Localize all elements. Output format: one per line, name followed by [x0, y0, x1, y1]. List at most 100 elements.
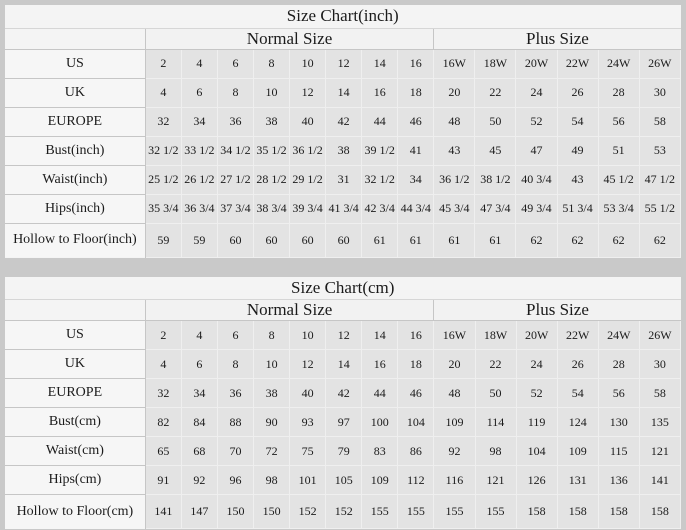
- size-cell: 150: [253, 494, 291, 529]
- size-cell: 98: [474, 436, 517, 466]
- size-cell: 50: [474, 378, 517, 408]
- size-cell: 86: [397, 436, 435, 466]
- size-cell: 24W: [597, 320, 640, 350]
- size-cell: 50: [474, 106, 517, 137]
- size-cell: 51: [597, 135, 640, 166]
- size-cell: 44 3/4: [397, 193, 435, 224]
- size-cell: 52: [515, 106, 558, 137]
- size-cell: 38 1/2: [474, 164, 517, 195]
- size-cell: 40: [289, 378, 327, 408]
- table-title: Size Chart(inch): [5, 5, 681, 29]
- size-cell: 39 3/4: [289, 193, 327, 224]
- size-cell: 147: [180, 494, 218, 529]
- table-row-europe: EUROPE 32 34 36 38 40 42 44 46 48 50 52 54 56 58: [5, 106, 682, 137]
- group-header-normal-size: Normal Size: [145, 28, 434, 50]
- size-cell: 46: [397, 106, 435, 137]
- size-cell: 30: [638, 77, 682, 108]
- size-cell: 26W: [638, 320, 682, 350]
- size-cell: 36 3/4: [180, 193, 218, 224]
- size-cell: 79: [325, 436, 363, 466]
- size-cell: 2: [144, 48, 182, 79]
- size-cell: 62: [556, 222, 599, 258]
- size-cell: 12: [289, 77, 327, 108]
- size-cell: 41 3/4: [325, 193, 363, 224]
- size-cell: 47 1/2: [638, 164, 682, 195]
- size-cell: 109: [361, 465, 399, 495]
- row-label-hips-cm: Hips(cm): [5, 465, 146, 495]
- size-cell: 136: [597, 465, 640, 495]
- size-cell: 109: [556, 436, 599, 466]
- table-row-hollow-to-floor-inch: Hollow to Floor(inch) 59 59 60 60 60 60 61 61 61 6…: [5, 222, 682, 258]
- size-cell: 28 1/2: [252, 164, 291, 195]
- row-label-europe: EUROPE: [5, 106, 146, 136]
- size-cell: 115: [597, 436, 640, 466]
- size-cell: 84: [180, 407, 218, 437]
- size-cell: 141: [638, 465, 682, 495]
- group-header-plus-size: Plus Size: [433, 28, 681, 50]
- size-cell: 141: [144, 494, 182, 529]
- size-cell: 8: [253, 320, 291, 350]
- size-cell: 22W: [556, 48, 599, 79]
- row-label-bust-cm: Bust(cm): [5, 407, 146, 437]
- row-label-hips-inch: Hips(inch): [5, 193, 146, 223]
- size-cell: 6: [216, 48, 254, 79]
- size-cell: 155: [433, 494, 476, 529]
- size-cell: 6: [180, 349, 218, 379]
- size-cell: 12: [325, 320, 363, 350]
- size-cell: 121: [474, 465, 517, 495]
- size-cell: 8: [216, 77, 254, 108]
- size-cell: 54: [556, 378, 599, 408]
- size-cell: 22W: [556, 320, 599, 350]
- size-cell: 48: [433, 106, 476, 137]
- size-cell: 20W: [515, 320, 558, 350]
- size-cell: 101: [289, 465, 327, 495]
- size-cell: 18W: [474, 320, 517, 350]
- row-label-us: US: [5, 320, 146, 350]
- size-cell: 44: [361, 106, 399, 137]
- row-label-uk: UK: [5, 77, 146, 107]
- table-row-hips-inch: Hips(inch) 35 3/4 36 3/4 37 3/4 38 3/4 39 3/4…: [5, 193, 682, 224]
- size-cell: 152: [325, 494, 363, 529]
- size-cell: 38: [252, 106, 291, 137]
- size-cell: 30: [638, 349, 682, 379]
- size-cell: 43: [556, 164, 599, 195]
- size-cell: 34 1/2: [216, 135, 254, 166]
- size-cell: 38: [325, 135, 363, 166]
- size-cell: 26: [556, 349, 599, 379]
- size-cell: 114: [474, 407, 517, 437]
- table-row-us: US 2 4 6 8 10 12 14 16 16W 18W 20W 22W 24W 26W: [5, 48, 682, 79]
- size-cell: 36: [216, 106, 254, 137]
- size-cell: 35 3/4: [144, 193, 182, 224]
- size-cell: 16: [361, 77, 399, 108]
- size-cell: 31: [325, 164, 363, 195]
- size-cell: 24: [515, 349, 558, 379]
- size-cell: 42: [325, 378, 363, 408]
- size-cell: 2: [144, 320, 182, 350]
- size-cell: 130: [597, 407, 640, 437]
- size-cell: 22: [474, 77, 517, 108]
- size-cell: 75: [289, 436, 327, 466]
- size-cell: 46: [397, 378, 435, 408]
- size-cell: 26 1/2: [180, 164, 218, 195]
- size-cell: 6: [216, 320, 255, 350]
- size-cell: 126: [515, 465, 558, 495]
- size-cell: 52: [515, 378, 558, 408]
- size-cell: 53 3/4: [597, 193, 640, 224]
- size-cell: 12: [325, 48, 363, 79]
- size-cell: 39 1/2: [361, 135, 399, 166]
- row-label-hollow-to-floor-cm: Hollow to Floor(cm): [5, 494, 146, 529]
- row-label-us: US: [5, 48, 146, 78]
- size-cell: 16W: [433, 48, 476, 79]
- size-cell: 45 3/4: [433, 193, 476, 224]
- size-cell: 14: [325, 77, 363, 108]
- size-cell: 41: [397, 135, 435, 166]
- size-cell: 33 1/2: [180, 135, 218, 166]
- size-cell: 20W: [515, 48, 558, 79]
- size-cell: 8: [252, 48, 291, 79]
- size-cell: 124: [556, 407, 599, 437]
- size-cell: 47 3/4: [474, 193, 517, 224]
- table-row-waist-inch: Waist(inch) 25 1/2 26 1/2 27 1/2 28 1/2 29 1/…: [5, 164, 682, 195]
- size-cell: 38: [253, 378, 291, 408]
- size-cell: 49: [556, 135, 599, 166]
